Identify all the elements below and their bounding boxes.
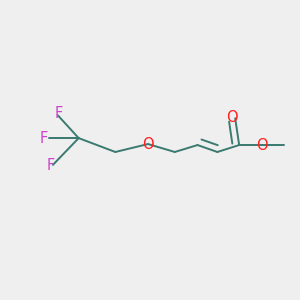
Text: F: F — [47, 158, 55, 173]
Text: F: F — [40, 130, 48, 146]
Text: F: F — [55, 106, 63, 121]
Text: O: O — [142, 136, 154, 152]
Text: O: O — [256, 137, 268, 152]
Text: O: O — [226, 110, 238, 125]
